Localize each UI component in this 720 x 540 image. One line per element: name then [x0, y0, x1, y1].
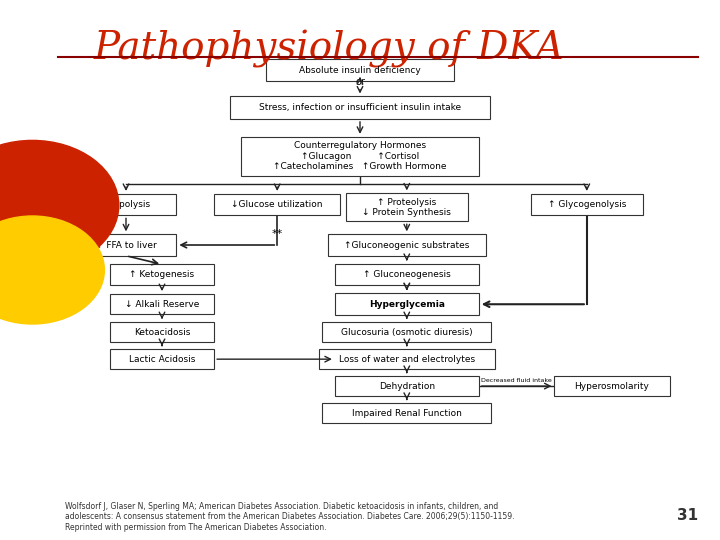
Text: Absolute insulin deficiency: Absolute insulin deficiency [299, 65, 421, 75]
Text: 31: 31 [678, 508, 698, 523]
Text: ↓ Alkali Reserve: ↓ Alkali Reserve [125, 300, 199, 309]
Text: ↑ FFA to liver: ↑ FFA to liver [96, 240, 156, 249]
Text: Lactic Acidosis: Lactic Acidosis [129, 355, 195, 363]
Text: ↓Glucose utilization: ↓Glucose utilization [231, 200, 323, 209]
FancyBboxPatch shape [335, 264, 479, 286]
Text: ↑Gluconeogenic substrates: ↑Gluconeogenic substrates [344, 240, 469, 249]
FancyBboxPatch shape [215, 194, 340, 215]
FancyBboxPatch shape [76, 194, 176, 215]
Text: or: or [355, 77, 365, 87]
Text: Hyperglycemia: Hyperglycemia [369, 300, 445, 309]
FancyBboxPatch shape [266, 59, 454, 82]
Text: Glucosuria (osmotic diuresis): Glucosuria (osmotic diuresis) [341, 328, 472, 337]
Text: ↑ Proteolysis
↓ Protein Synthesis: ↑ Proteolysis ↓ Protein Synthesis [362, 198, 451, 217]
Text: **: ** [271, 228, 283, 239]
FancyBboxPatch shape [335, 376, 479, 396]
Text: ↑ Gluconeogenesis: ↑ Gluconeogenesis [363, 270, 451, 279]
FancyBboxPatch shape [323, 322, 491, 342]
Text: Stress, infection or insufficient insulin intake: Stress, infection or insufficient insuli… [259, 103, 461, 112]
Text: ↑ Ketogenesis: ↑ Ketogenesis [130, 270, 194, 279]
FancyBboxPatch shape [241, 137, 479, 176]
FancyBboxPatch shape [318, 349, 495, 369]
FancyBboxPatch shape [328, 234, 486, 256]
FancyBboxPatch shape [110, 349, 215, 369]
Text: Impaired Renal Function: Impaired Renal Function [352, 408, 462, 417]
FancyBboxPatch shape [76, 234, 176, 256]
FancyBboxPatch shape [323, 403, 491, 423]
FancyBboxPatch shape [335, 293, 479, 315]
Text: Loss of water and electrolytes: Loss of water and electrolytes [338, 355, 475, 363]
Text: Wolfsdorf J, Glaser N, Sperling MA; American Diabetes Association. Diabetic keto: Wolfsdorf J, Glaser N, Sperling MA; Amer… [65, 502, 514, 532]
Text: ↑ Glycogenolysis: ↑ Glycogenolysis [548, 200, 626, 209]
Text: Ketoacidosis: Ketoacidosis [134, 328, 190, 337]
Text: Hyperosmolarity: Hyperosmolarity [575, 382, 649, 390]
FancyBboxPatch shape [554, 376, 670, 396]
FancyBboxPatch shape [531, 194, 643, 215]
FancyBboxPatch shape [110, 294, 215, 314]
Text: Counterregulatory Hormones
↑Glucagon         ↑Cortisol
↑Catecholamines   ↑Growth: Counterregulatory Hormones ↑Glucagon ↑Co… [274, 141, 446, 171]
FancyBboxPatch shape [110, 322, 215, 342]
Text: Dehydration: Dehydration [379, 382, 435, 390]
FancyBboxPatch shape [230, 96, 490, 119]
Text: Decreased fluid intake: Decreased fluid intake [481, 378, 552, 383]
FancyBboxPatch shape [110, 265, 215, 285]
FancyBboxPatch shape [346, 193, 468, 221]
Text: Pathophysiology of DKA: Pathophysiology of DKA [94, 30, 564, 68]
Text: ↑ Lipolysis: ↑ Lipolysis [102, 200, 150, 209]
